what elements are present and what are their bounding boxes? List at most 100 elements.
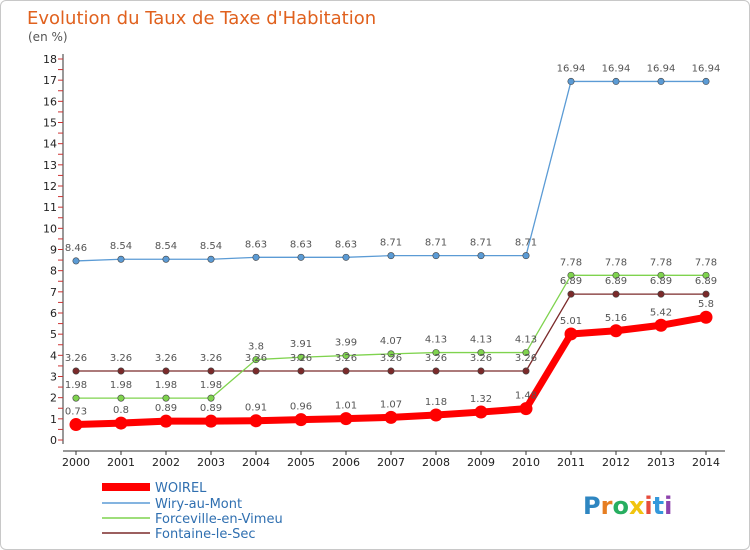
y-tick-label: 3	[50, 371, 57, 384]
data-label: 1.18	[425, 397, 447, 408]
y-tick-label: 14	[43, 138, 57, 151]
data-point	[69, 418, 83, 432]
data-label: 1.48	[515, 391, 537, 402]
data-point	[612, 271, 620, 279]
data-point	[612, 77, 620, 85]
x-tick-label: 2007	[377, 456, 405, 469]
y-tick-label: 1	[50, 413, 57, 426]
data-point	[117, 394, 125, 402]
data-point	[477, 367, 485, 375]
data-label: 8.54	[110, 241, 132, 252]
x-tick-label: 2013	[647, 456, 675, 469]
legend-label: Wiry-au-Mont	[155, 497, 242, 512]
data-point	[252, 253, 260, 261]
y-tick-label: 6	[50, 307, 57, 320]
data-label: 3.99	[335, 338, 357, 349]
data-point	[249, 414, 263, 428]
data-label: 16.94	[647, 63, 676, 74]
data-label: 0.89	[200, 403, 222, 414]
data-point	[159, 414, 173, 428]
data-point	[702, 271, 710, 279]
data-point	[207, 394, 215, 402]
y-tick-label: 5	[50, 328, 57, 341]
y-tick-label: 17	[43, 74, 57, 87]
data-label: 6.89	[650, 276, 672, 287]
data-point	[72, 367, 80, 375]
data-label: 8.71	[470, 238, 492, 249]
data-point	[387, 350, 395, 358]
data-label: 3.26	[470, 353, 492, 364]
data-point	[294, 413, 308, 427]
data-label: 3.91	[290, 339, 312, 350]
y-tick-label: 11	[43, 201, 57, 214]
data-label: 7.78	[605, 257, 627, 268]
data-label: 3.26	[290, 353, 312, 364]
data-label: 8.54	[200, 241, 222, 252]
data-label: 8.54	[155, 241, 177, 252]
x-tick-label: 2000	[62, 456, 90, 469]
data-label: 3.26	[65, 353, 87, 364]
data-label: 16.94	[602, 63, 631, 74]
data-point	[432, 367, 440, 375]
data-label: 1.32	[470, 394, 492, 405]
data-point	[72, 257, 80, 265]
logo-letter: i	[664, 492, 672, 520]
data-point	[474, 405, 488, 419]
data-point	[432, 349, 440, 357]
data-label: 3.26	[245, 353, 267, 364]
data-label: 1.98	[200, 380, 222, 391]
data-label: 8.63	[290, 239, 312, 250]
data-label: 4.13	[425, 335, 447, 346]
data-point	[114, 416, 128, 430]
data-labels: 0.73 0.8 0.89 0.89 0.91 0.96 1.01 1.07 1.18 1.32 1…	[65, 63, 720, 417]
data-point	[654, 318, 668, 332]
data-label: 1.01	[335, 401, 357, 412]
data-point	[657, 290, 665, 298]
y-tick-label: 12	[43, 180, 57, 193]
logo-text: Proxiti	[583, 492, 672, 520]
data-point	[522, 367, 530, 375]
data-label: 3.8	[248, 342, 264, 353]
x-tick-label: 2012	[602, 456, 630, 469]
logo-letter: P	[583, 492, 601, 520]
data-label: 8.71	[425, 238, 447, 249]
data-point	[204, 414, 218, 428]
data-point	[567, 77, 575, 85]
data-label: 6.89	[605, 276, 627, 287]
legend-label: Fontaine-le-Sec	[155, 527, 256, 542]
data-label: 3.26	[425, 353, 447, 364]
y-tick-label: 7	[50, 286, 57, 299]
y-tick-label: 16	[43, 95, 57, 108]
data-point	[342, 253, 350, 261]
data-point	[342, 352, 350, 360]
data-point	[702, 290, 710, 298]
data-label: 0.8	[113, 405, 129, 416]
data-label: 4.13	[470, 335, 492, 346]
legend: WOIRELWiry-au-MontForceville-en-VimeuFon…	[102, 481, 283, 542]
data-point	[699, 310, 713, 324]
data-label: 0.73	[65, 407, 87, 418]
x-tick-label: 2011	[557, 456, 585, 469]
x-tick-label: 2001	[107, 456, 135, 469]
data-label: 16.94	[692, 63, 721, 74]
data-point	[117, 367, 125, 375]
data-point	[477, 349, 485, 357]
data-label: 6.89	[560, 276, 582, 287]
y-tick-label: 9	[50, 244, 57, 257]
data-point	[297, 353, 305, 361]
data-label: 8.63	[335, 239, 357, 250]
logo-letter: r	[601, 492, 613, 520]
legend-label: WOIREL	[155, 481, 207, 496]
x-tick-label: 2003	[197, 456, 225, 469]
data-point	[567, 271, 575, 279]
data-point	[162, 255, 170, 263]
y-tick-label: 0	[50, 434, 57, 447]
data-point	[387, 252, 395, 260]
y-tick-label: 10	[43, 222, 57, 235]
data-point	[297, 253, 305, 261]
data-point	[477, 252, 485, 260]
logo-letter: o	[612, 492, 629, 520]
logo-letter: i	[644, 492, 652, 520]
data-point	[609, 324, 623, 338]
